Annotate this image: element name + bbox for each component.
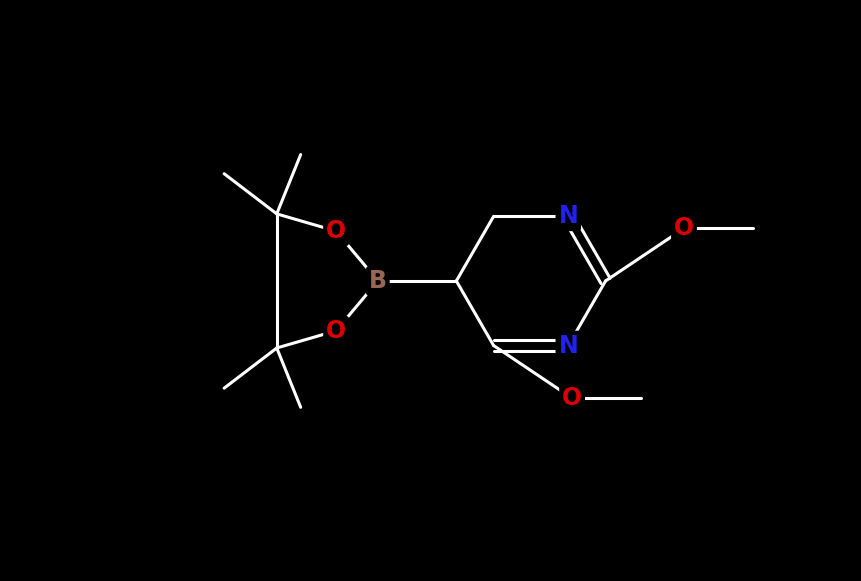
Text: N: N [559, 205, 578, 228]
Text: O: O [326, 219, 346, 243]
Text: O: O [674, 216, 694, 241]
Text: N: N [559, 333, 578, 357]
Text: O: O [562, 386, 582, 410]
Text: B: B [369, 269, 387, 293]
Text: O: O [326, 319, 346, 343]
